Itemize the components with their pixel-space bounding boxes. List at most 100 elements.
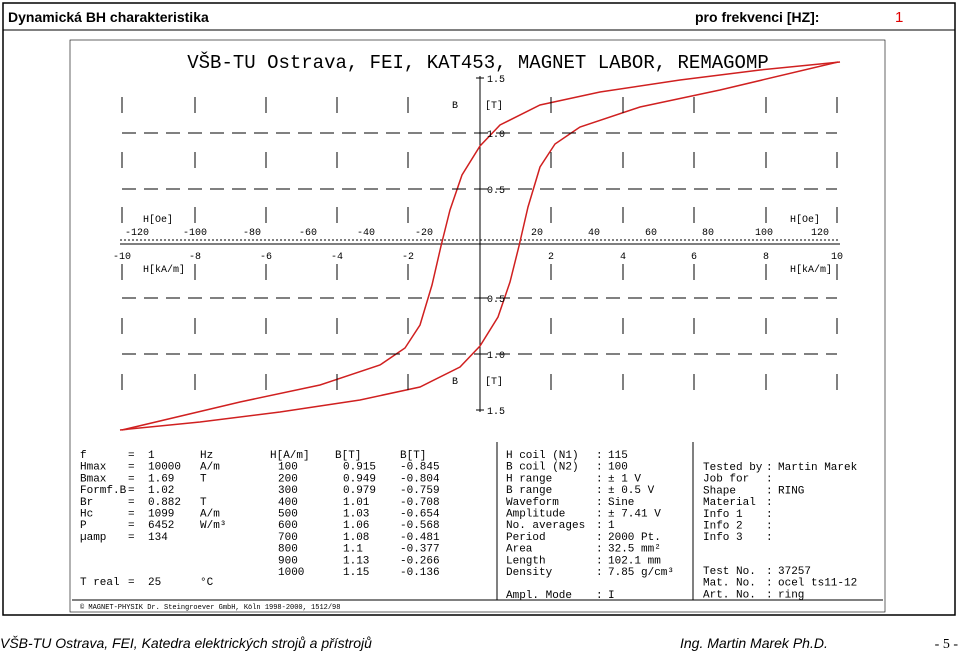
- parameter: µamp: [80, 532, 106, 544]
- info: :: [766, 485, 773, 497]
- table-cell: -0.654: [400, 509, 440, 521]
- oe-tick-label: -120: [125, 228, 149, 239]
- ka-tick-label: 8: [763, 252, 769, 263]
- upper-branch: [121, 61, 841, 431]
- ka-tick-label: 10: [831, 252, 843, 263]
- setting: :: [596, 497, 603, 509]
- info: :: [766, 532, 773, 544]
- setting: :: [596, 555, 603, 567]
- setting: 102.1 mm: [608, 555, 661, 567]
- b-tick-label: 0.5: [487, 295, 505, 306]
- table-cell: -0.804: [400, 473, 440, 485]
- lower-branch: [119, 61, 839, 431]
- b-tick-label: 0.5: [487, 186, 505, 197]
- sample: ocel ts11-12: [778, 578, 857, 590]
- ka-tick-label: -6: [260, 252, 272, 263]
- setting: ± 0.5 V: [608, 485, 655, 497]
- info: Martin Marek: [778, 462, 858, 474]
- b-label: B: [452, 101, 458, 112]
- table-cell: -0.481: [400, 532, 440, 544]
- setting: 100: [608, 462, 628, 474]
- parameter: =: [128, 473, 135, 485]
- setting: :: [596, 520, 603, 532]
- b-tick-label: 1.0: [487, 130, 505, 141]
- parameter: =: [128, 520, 135, 532]
- table-cell: 0.915: [343, 462, 376, 474]
- oe-tick-label: -80: [243, 228, 261, 239]
- info: Info 3: [703, 532, 743, 544]
- footer-author: Ing. Martin Marek Ph.D.: [680, 635, 828, 651]
- oe-tick-label: 100: [755, 228, 773, 239]
- setting: ± 1 V: [608, 473, 641, 485]
- b-unit: [T]: [485, 376, 503, 388]
- parameter: Hmax: [80, 462, 107, 474]
- ka-tick-label: 6: [691, 252, 697, 263]
- b-label: B: [452, 377, 458, 388]
- table-cell: 300: [278, 485, 298, 497]
- info: Shape: [703, 485, 736, 497]
- table-cell: 1.01: [343, 497, 370, 509]
- info: Material: [703, 497, 756, 509]
- b-tick-label: 1.5: [487, 407, 505, 418]
- parameter: Hc: [80, 509, 93, 521]
- info: Job for: [703, 474, 749, 486]
- parameter: 6452: [148, 520, 174, 532]
- table-cell: -0.136: [400, 567, 440, 579]
- parameter: Formf.B: [80, 485, 127, 497]
- parameter: P: [80, 520, 87, 532]
- table-cell: -0.377: [400, 544, 440, 556]
- ka-label: H[kA/m]: [143, 264, 185, 276]
- b-tick-label: 1.5: [487, 75, 505, 86]
- sample: Mat. No.: [703, 578, 756, 590]
- instrument-output: [69, 39, 886, 613]
- setting: ± 7.41 V: [608, 509, 661, 521]
- oe-tick-label: 120: [811, 228, 829, 239]
- temperature: 25: [148, 577, 161, 589]
- sample: ring: [778, 589, 804, 601]
- info: :: [766, 497, 773, 509]
- parameter: Bmax: [80, 473, 107, 485]
- table-cell: -0.759: [400, 485, 440, 497]
- ka-label: H[kA/m]: [790, 264, 832, 276]
- parameter: A/m: [200, 462, 220, 474]
- ka-tick-label: 2: [548, 252, 554, 263]
- b-tick-label: 1.0: [487, 351, 505, 362]
- table-cell: 100: [278, 462, 298, 474]
- parameter: T: [200, 473, 207, 485]
- parameter: f: [80, 450, 87, 462]
- parameter: =: [128, 497, 135, 509]
- copyright: © MAGNET-PHYSIK Dr. Steingroever GmbH, K…: [80, 603, 340, 612]
- table-cell: 800: [278, 544, 298, 556]
- parameter: =: [128, 532, 135, 544]
- ampl-mode: I: [608, 590, 615, 602]
- info: :: [766, 521, 773, 533]
- parameter: Br: [80, 497, 93, 509]
- table-cell: 600: [278, 520, 298, 532]
- table-header: H[A/m]: [270, 450, 310, 462]
- table-cell: -0.708: [400, 497, 440, 509]
- sample: 37257: [778, 566, 811, 578]
- oe-tick-label: 20: [531, 228, 543, 239]
- oe-tick-label: -60: [299, 228, 317, 239]
- setting: Sine: [608, 497, 634, 509]
- footer-institution: VŠB-TU Ostrava, FEI, Katedra elektrickýc…: [0, 635, 372, 651]
- parameter: Hz: [200, 450, 213, 462]
- plot-title: VŠB-TU Ostrava, FEI, KAT453, MAGNET LABO…: [187, 52, 769, 74]
- table-cell: 0.949: [343, 473, 376, 485]
- setting: :: [596, 509, 603, 521]
- setting: B coil (N2): [506, 462, 579, 474]
- setting: :: [596, 473, 603, 485]
- oe-tick-label: 80: [702, 228, 714, 239]
- parameter: T: [200, 497, 207, 509]
- setting: :: [596, 532, 603, 544]
- table-cell: 1000: [278, 567, 304, 579]
- parameter: A/m: [200, 509, 220, 521]
- oe-tick-label: -20: [415, 228, 433, 239]
- oe-tick-label: 40: [588, 228, 600, 239]
- setting: Density: [506, 567, 553, 579]
- table-cell: 500: [278, 509, 298, 521]
- setting: 115: [608, 450, 628, 462]
- temperature: T real: [80, 577, 120, 589]
- parameter: =: [128, 462, 135, 474]
